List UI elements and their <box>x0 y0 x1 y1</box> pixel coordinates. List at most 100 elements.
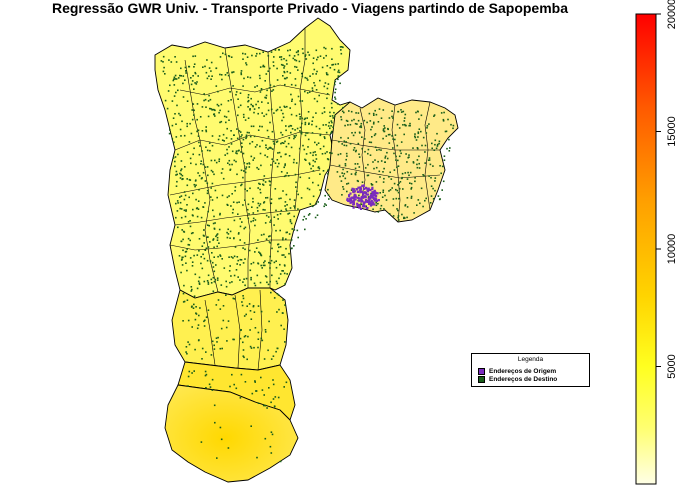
destination-point <box>388 117 391 119</box>
destination-point <box>204 180 207 182</box>
destination-point <box>256 52 258 55</box>
destination-point <box>388 213 391 215</box>
destination-point <box>250 276 252 279</box>
destination-point <box>395 197 398 200</box>
destination-point <box>242 349 245 351</box>
destination-point <box>232 71 235 73</box>
destination-point <box>276 347 279 350</box>
destination-point <box>290 83 293 86</box>
destination-point <box>312 57 315 59</box>
destination-point <box>224 154 226 156</box>
destination-point <box>179 114 182 117</box>
destination-point <box>236 128 238 130</box>
destination-point <box>270 401 272 404</box>
destination-point <box>259 125 261 128</box>
destination-point <box>189 257 192 259</box>
destination-point <box>262 208 264 211</box>
destination-point <box>236 201 238 204</box>
destination-point <box>384 161 386 163</box>
destination-point <box>183 231 186 233</box>
destination-point <box>262 64 265 67</box>
destination-point <box>242 262 245 264</box>
destination-point <box>266 196 269 199</box>
destination-point <box>304 158 306 161</box>
destination-point <box>203 229 205 231</box>
destination-point <box>367 163 369 166</box>
destination-point <box>293 158 295 161</box>
destination-point <box>174 156 177 158</box>
destination-point <box>184 66 187 69</box>
destination-point <box>245 136 248 138</box>
destination-point <box>259 281 262 284</box>
destination-point <box>267 216 270 218</box>
destination-point <box>308 122 310 125</box>
destination-point <box>296 127 299 130</box>
destination-point <box>290 222 293 225</box>
destination-point <box>243 335 246 338</box>
destination-point <box>418 162 420 165</box>
destination-point <box>430 195 433 197</box>
destination-point <box>171 100 174 102</box>
destination-point <box>327 188 329 191</box>
destination-point <box>442 118 445 121</box>
destination-point <box>201 358 203 360</box>
destination-point <box>256 456 258 459</box>
destination-point <box>275 109 278 112</box>
destination-point <box>257 262 260 265</box>
destination-point <box>301 117 303 120</box>
destination-point <box>452 124 455 127</box>
origin-point <box>358 189 362 192</box>
destination-point <box>315 158 318 160</box>
destination-point <box>259 191 262 194</box>
destination-point <box>216 234 218 236</box>
destination-point <box>178 112 180 115</box>
destination-point <box>301 75 304 78</box>
origin-point <box>352 196 355 199</box>
destination-point <box>334 96 336 99</box>
destination-point <box>319 133 322 136</box>
destination-point <box>303 215 306 218</box>
destination-point <box>288 137 291 139</box>
destination-point <box>243 356 245 359</box>
destination-point <box>295 186 297 188</box>
destination-point <box>374 146 377 149</box>
destination-point <box>242 355 245 357</box>
destination-point <box>264 154 266 157</box>
destination-point <box>392 117 394 119</box>
destination-point <box>218 135 221 137</box>
destination-point <box>194 71 196 74</box>
destination-point <box>168 132 171 135</box>
destination-point <box>360 126 363 129</box>
destination-point <box>328 121 330 124</box>
destination-point <box>200 160 203 162</box>
destination-point <box>301 122 303 125</box>
destination-point <box>438 142 440 145</box>
origin-point <box>358 197 361 200</box>
destination-point <box>257 168 260 170</box>
destination-point <box>197 172 199 174</box>
destination-point <box>200 177 203 180</box>
destination-point <box>205 126 207 128</box>
destination-point <box>413 212 415 214</box>
destination-point <box>243 227 245 230</box>
destination-point <box>373 114 375 116</box>
origin-point <box>359 207 363 210</box>
destination-point <box>212 222 215 225</box>
destination-point <box>306 117 308 119</box>
destination-point <box>256 85 258 87</box>
destination-point <box>211 75 213 77</box>
destination-point <box>358 153 360 155</box>
destination-point <box>400 141 403 143</box>
destination-point <box>398 219 400 221</box>
destination-point <box>197 200 200 202</box>
destination-point <box>291 228 294 230</box>
destination-point <box>230 130 232 132</box>
destination-point <box>262 65 264 68</box>
destination-point <box>326 97 328 100</box>
destination-point <box>382 109 385 111</box>
destination-point <box>301 72 303 75</box>
color-scale-bar <box>635 13 657 485</box>
destination-point <box>265 97 267 99</box>
destination-point <box>338 164 341 167</box>
destination-point <box>177 153 179 156</box>
